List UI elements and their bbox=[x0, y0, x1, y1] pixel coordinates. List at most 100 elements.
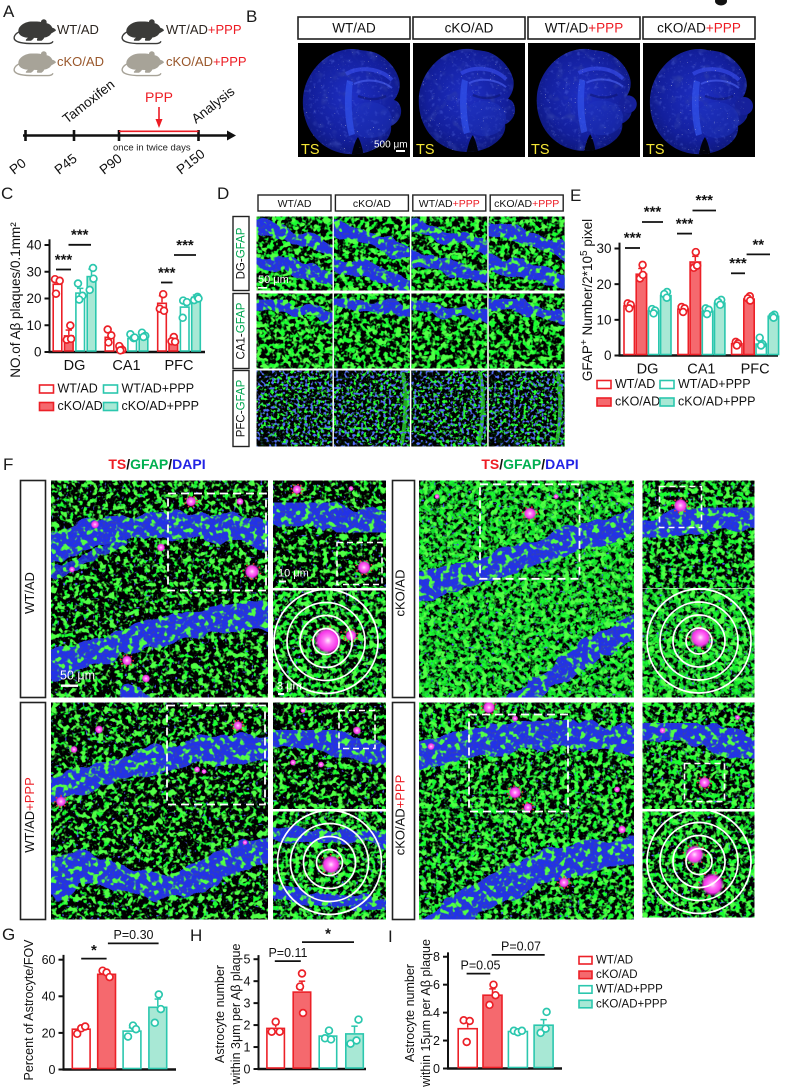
svg-text:cKO/AD+PPP: cKO/AD+PPP bbox=[122, 399, 199, 413]
svg-text:Tamoxifen: Tamoxifen bbox=[60, 77, 118, 127]
svg-text:8: 8 bbox=[433, 950, 440, 964]
svg-text:0: 0 bbox=[604, 348, 612, 363]
svg-text:P45: P45 bbox=[52, 151, 80, 178]
svg-text:cKO/AD: cKO/AD bbox=[596, 969, 638, 981]
svg-text:cKO/AD: cKO/AD bbox=[353, 198, 391, 210]
svg-text:***: *** bbox=[158, 265, 176, 282]
svg-text:0: 0 bbox=[244, 1062, 251, 1076]
svg-text:WT/AD+PPP: WT/AD+PPP bbox=[678, 377, 751, 391]
svg-text:F: F bbox=[3, 455, 13, 474]
svg-text:3 μm: 3 μm bbox=[277, 681, 302, 693]
svg-text:cKO/AD: cKO/AD bbox=[58, 399, 103, 413]
svg-text:NO.of Aβ plaques/0.1mm²: NO.of Aβ plaques/0.1mm² bbox=[8, 222, 23, 378]
svg-text:30: 30 bbox=[596, 241, 611, 256]
svg-text:20: 20 bbox=[42, 1026, 56, 1040]
svg-text:WT/AD+PPP: WT/AD+PPP bbox=[545, 21, 623, 36]
svg-text:CA1-GFAP: CA1-GFAP bbox=[236, 302, 248, 359]
svg-text:PFC: PFC bbox=[165, 358, 194, 374]
svg-text:WT/AD+PPP: WT/AD+PPP bbox=[122, 382, 195, 396]
svg-text:CA1: CA1 bbox=[112, 358, 140, 374]
svg-text:PFC: PFC bbox=[741, 362, 770, 378]
svg-text:10: 10 bbox=[26, 318, 41, 333]
svg-text:***: *** bbox=[624, 230, 642, 247]
svg-text:4: 4 bbox=[433, 1006, 440, 1020]
svg-text:once in twice days: once in twice days bbox=[113, 143, 191, 154]
svg-text:WT/AD: WT/AD bbox=[596, 955, 633, 967]
svg-text:TS/GFAP/DAPI: TS/GFAP/DAPI bbox=[108, 456, 205, 472]
svg-text:1: 1 bbox=[244, 1040, 251, 1054]
svg-text:WT/AD+PPP: WT/AD+PPP bbox=[419, 198, 480, 210]
svg-text:WT/AD: WT/AD bbox=[57, 22, 99, 37]
svg-text:TS: TS bbox=[646, 142, 665, 158]
svg-text:0: 0 bbox=[433, 1062, 440, 1076]
svg-text:P=0.11: P=0.11 bbox=[268, 946, 307, 960]
svg-text:4: 4 bbox=[244, 975, 251, 989]
svg-text:WT/AD: WT/AD bbox=[332, 21, 376, 36]
svg-text:WT/AD: WT/AD bbox=[278, 198, 312, 210]
svg-text:TS: TS bbox=[301, 142, 320, 158]
svg-text:500 μm: 500 μm bbox=[374, 140, 408, 151]
svg-text:CA1: CA1 bbox=[687, 362, 715, 378]
svg-text:**: ** bbox=[752, 237, 764, 254]
svg-text:WT/AD+PPP: WT/AD+PPP bbox=[596, 984, 663, 996]
svg-text:***: *** bbox=[676, 216, 694, 233]
svg-text:10 μm: 10 μm bbox=[278, 568, 309, 580]
svg-text:WT/AD: WT/AD bbox=[615, 377, 655, 391]
svg-text:TS/GFAP/DAPI: TS/GFAP/DAPI bbox=[481, 456, 578, 472]
svg-text:H: H bbox=[190, 926, 202, 945]
svg-text:5: 5 bbox=[244, 953, 251, 967]
svg-text:PPP: PPP bbox=[145, 89, 173, 105]
svg-text:B: B bbox=[246, 7, 257, 26]
svg-text:Percent of Astrocyte/FOV: Percent of Astrocyte/FOV bbox=[22, 939, 36, 1081]
svg-text:40: 40 bbox=[26, 238, 41, 253]
svg-text:WT/AD: WT/AD bbox=[22, 572, 37, 614]
svg-text:cKO/AD+PPP: cKO/AD+PPP bbox=[393, 775, 408, 856]
svg-text:*: * bbox=[91, 942, 97, 959]
svg-text:PFC-GFAP: PFC-GFAP bbox=[236, 379, 248, 437]
svg-text:50 μm: 50 μm bbox=[60, 669, 95, 683]
svg-text:Astrocyte number: Astrocyte number bbox=[213, 965, 227, 1063]
svg-text:cKO/AD+PPP: cKO/AD+PPP bbox=[678, 395, 755, 409]
svg-text:cKO/AD: cKO/AD bbox=[445, 21, 494, 36]
svg-text:P=0.30: P=0.30 bbox=[114, 928, 154, 942]
svg-text:30: 30 bbox=[26, 264, 41, 279]
svg-text:20: 20 bbox=[26, 291, 41, 306]
svg-text:WT/AD+PPP: WT/AD+PPP bbox=[166, 22, 242, 37]
svg-text:10: 10 bbox=[596, 313, 611, 328]
svg-text:*: * bbox=[325, 926, 331, 943]
svg-text:cKO/AD+PPP: cKO/AD+PPP bbox=[494, 198, 559, 210]
svg-text:A: A bbox=[3, 2, 15, 21]
svg-text:TS: TS bbox=[531, 142, 550, 158]
svg-text:***: *** bbox=[729, 255, 747, 272]
svg-text:***: *** bbox=[55, 252, 73, 269]
svg-text:***: *** bbox=[644, 204, 662, 221]
svg-text:P=0.05: P=0.05 bbox=[461, 959, 501, 973]
svg-text:DG-GFAP: DG-GFAP bbox=[236, 227, 248, 279]
svg-text:2: 2 bbox=[244, 1018, 251, 1032]
svg-text:20: 20 bbox=[596, 277, 611, 292]
svg-text:P=0.07: P=0.07 bbox=[501, 940, 541, 954]
svg-text:50 μm: 50 μm bbox=[258, 274, 289, 286]
svg-text:DG: DG bbox=[64, 358, 86, 374]
svg-text:cKO/AD+PPP: cKO/AD+PPP bbox=[596, 998, 668, 1010]
svg-text:cKO/AD+PPP: cKO/AD+PPP bbox=[166, 54, 247, 69]
svg-text:D: D bbox=[217, 184, 229, 203]
svg-text:G: G bbox=[2, 925, 15, 944]
svg-text:P90: P90 bbox=[97, 151, 125, 178]
svg-text:C: C bbox=[1, 184, 13, 203]
svg-text:DG: DG bbox=[637, 362, 659, 378]
svg-text:WT/AD+PPP: WT/AD+PPP bbox=[22, 777, 37, 853]
svg-text:GFAP+ Number/2*105 pixel: GFAP+ Number/2*105 pixel bbox=[579, 219, 595, 381]
svg-text:WT/AD: WT/AD bbox=[58, 382, 98, 396]
svg-text:TS: TS bbox=[416, 142, 435, 158]
svg-text:0: 0 bbox=[49, 1063, 56, 1077]
svg-text:Astrocyte number: Astrocyte number bbox=[403, 964, 417, 1062]
svg-text:***: *** bbox=[695, 192, 713, 209]
svg-text:I: I bbox=[388, 927, 393, 946]
svg-text:cKO/AD+PPP: cKO/AD+PPP bbox=[657, 21, 741, 36]
svg-text:3: 3 bbox=[244, 996, 251, 1010]
svg-text:within 15μm per Aβ plaque: within 15μm per Aβ plaque bbox=[419, 939, 433, 1088]
svg-text:40: 40 bbox=[42, 990, 56, 1004]
svg-text:6: 6 bbox=[433, 978, 440, 992]
svg-text:within 3μm per Aβ plaque: within 3μm per Aβ plaque bbox=[229, 944, 243, 1086]
